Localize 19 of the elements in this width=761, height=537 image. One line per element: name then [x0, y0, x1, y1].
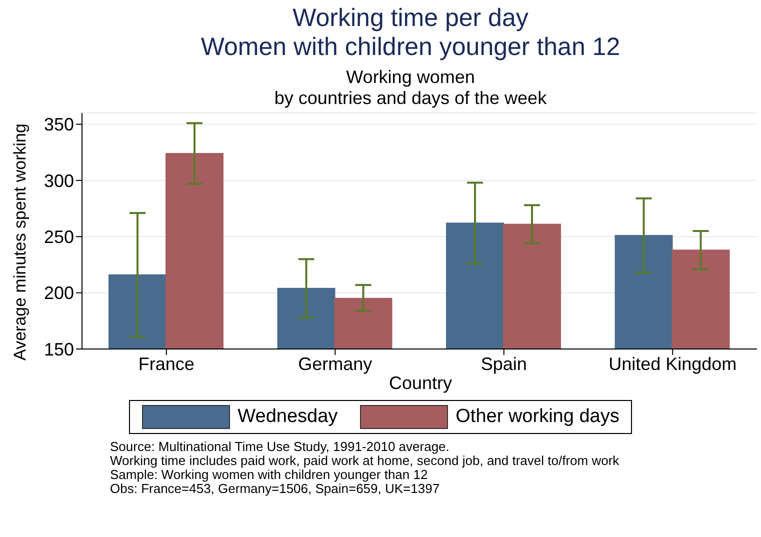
x-tick-label: Germany: [298, 354, 372, 374]
y-tick-label: 150: [44, 339, 74, 360]
x-tick-label: United Kingdom: [608, 354, 737, 374]
chart-subtitle: Working women by countries and days of the week: [273, 67, 548, 109]
legend-label: Wednesday: [238, 406, 338, 428]
x-tick-label: Spain: [480, 354, 527, 374]
legend-label: Other working days: [456, 406, 620, 428]
text: Working time includes paid work, paid work at home, second job, and travel to/from work: [110, 453, 620, 468]
x-axis-title: Country: [388, 373, 454, 394]
y-tick-label: 200: [44, 283, 74, 304]
source-note: Source: Multinational Time Use Study, 1991-2010 average.: [110, 439, 450, 454]
y-tick-label: 250: [44, 227, 74, 248]
y-axis-title: Average minutes spent working: [10, 124, 30, 360]
x-tick-label: France: [138, 354, 194, 374]
y-tick-label: 300: [44, 170, 74, 191]
chart-title: Working time per day Women with children younger than 12: [200, 4, 622, 62]
text: Obs: France=453, Germany=1506, Spain=659, UK=1397: [110, 481, 441, 496]
text: Sample: Working women with children younger than 12: [110, 467, 429, 482]
y-tick-label: 350: [44, 114, 74, 135]
